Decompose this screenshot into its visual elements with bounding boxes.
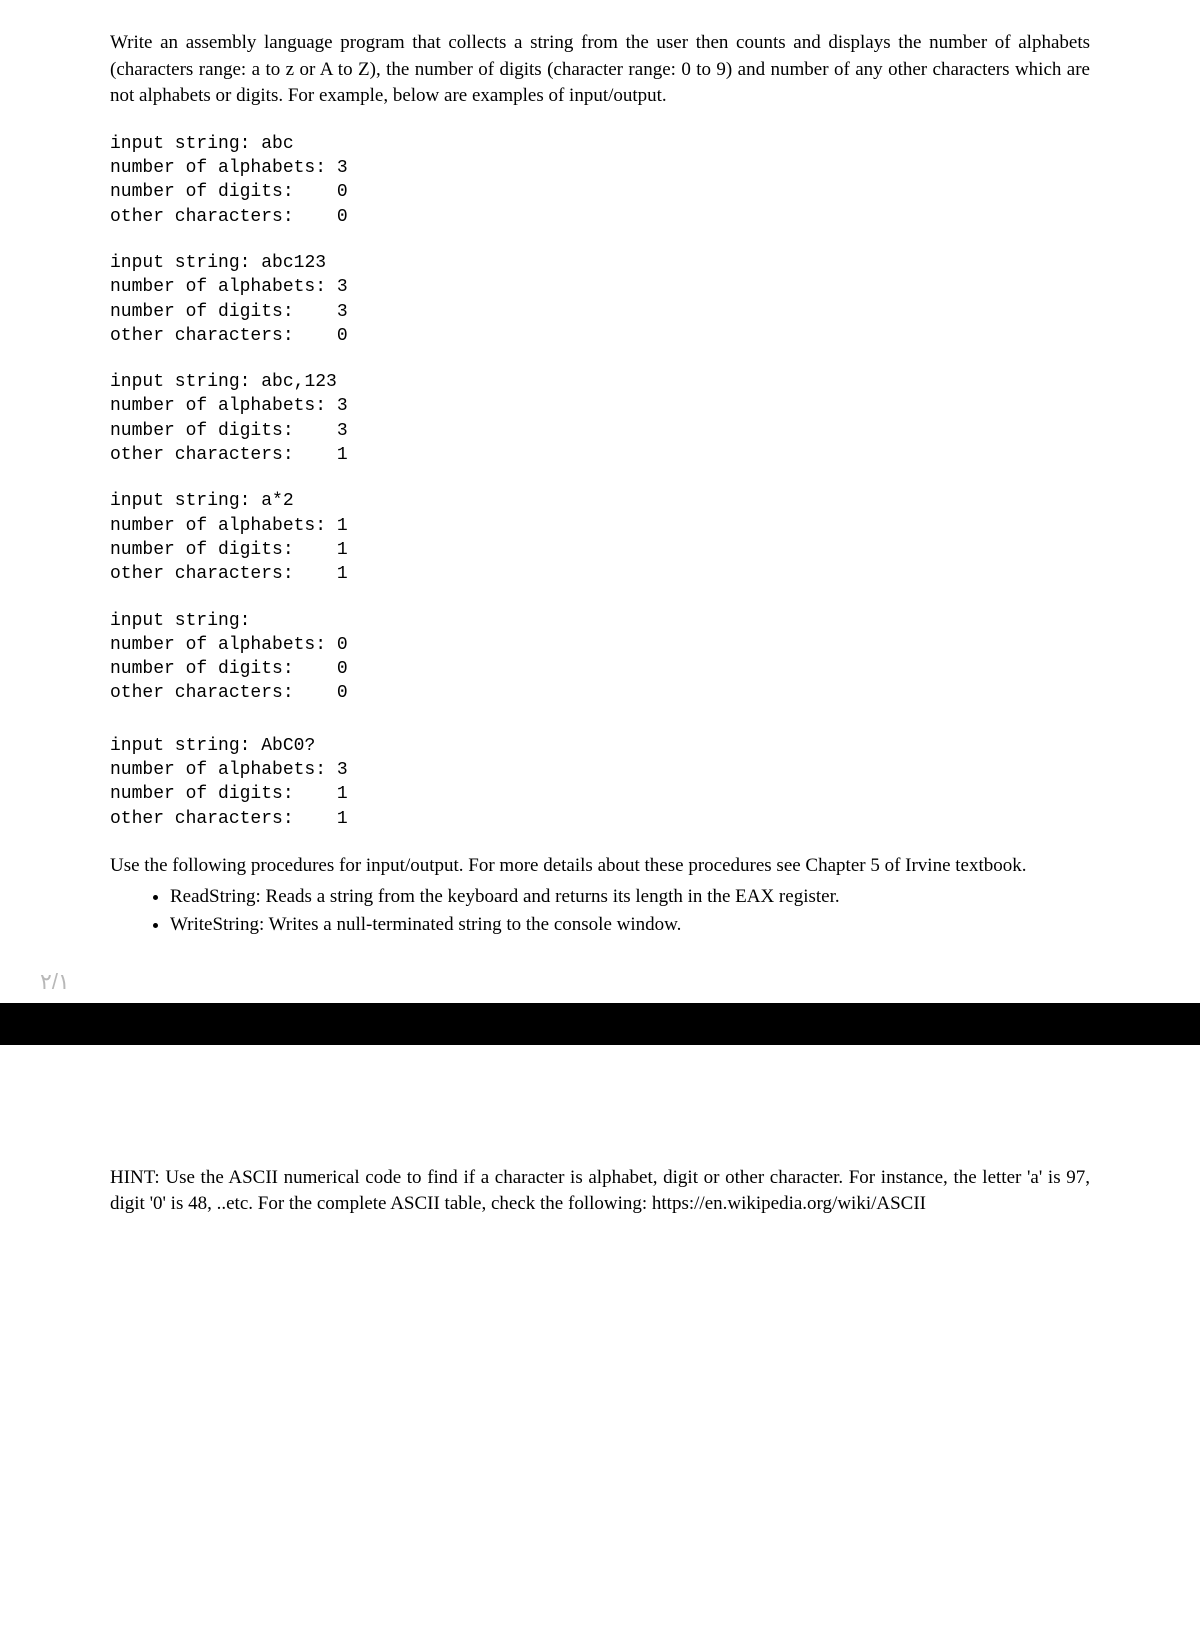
example-5: input string: number of alphabets: 0 num… xyxy=(110,609,1090,706)
bullet-readstring: ReadString: Reads a string from the keyb… xyxy=(170,884,1090,911)
procedure-list: ReadString: Reads a string from the keyb… xyxy=(110,884,1090,939)
ex1-other: 0 xyxy=(337,207,348,227)
ex1-alpha: 3 xyxy=(337,158,348,178)
page-content: Write an assembly language program that … xyxy=(0,0,1200,961)
example-4: input string: a*2 number of alphabets: 1… xyxy=(110,489,1090,586)
bullet-writestring: WriteString: Writes a null-terminated st… xyxy=(170,912,1090,939)
intro-paragraph: Write an assembly language program that … xyxy=(110,30,1090,110)
label-alpha: number of alphabets: xyxy=(110,158,326,178)
example-2: input string: abc123 number of alphabets… xyxy=(110,251,1090,348)
example-6: input string: AbC0? number of alphabets:… xyxy=(110,734,1090,831)
ex1-digits: 0 xyxy=(337,182,348,202)
page-divider-bar xyxy=(0,1003,1200,1045)
example-1: input string: abc number of alphabets: 3… xyxy=(110,132,1090,229)
label-other: other characters: xyxy=(110,207,294,227)
label-digits: number of digits: xyxy=(110,182,294,202)
page-number: ٢/١ xyxy=(0,961,1200,1003)
ex1-input: abc xyxy=(261,134,293,154)
example-3: input string: abc,123 number of alphabet… xyxy=(110,370,1090,467)
label-input: input string: xyxy=(110,134,250,154)
instructions-paragraph: Use the following procedures for input/o… xyxy=(110,853,1090,880)
hint-section: HINT: Use the ASCII numerical code to fi… xyxy=(0,1045,1200,1238)
hint-paragraph: HINT: Use the ASCII numerical code to fi… xyxy=(110,1165,1090,1218)
